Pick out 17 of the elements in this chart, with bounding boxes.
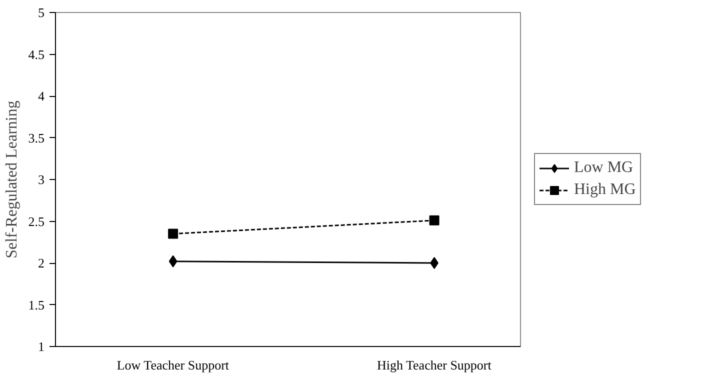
y-tick-label: 2.5 <box>28 214 44 229</box>
y-tick-label: 2 <box>38 256 44 270</box>
y-tick-label: 5 <box>38 5 44 20</box>
legend-label: High MG <box>574 181 636 199</box>
y-tick-label: 1 <box>38 339 44 354</box>
y-tick-label: 3.5 <box>28 130 44 146</box>
y-axis-title: Self-Regulated Learning <box>3 100 20 258</box>
y-tick-label: 3 <box>38 172 44 187</box>
legend-label: Low MG <box>574 159 634 177</box>
y-tick-label: 4 <box>38 88 45 104</box>
point <box>168 255 178 268</box>
y-tick-label: 1.5 <box>28 297 44 312</box>
x-tick-label: High Teacher Support <box>376 358 492 372</box>
point <box>429 215 440 226</box>
x-tick-label: Low Teacher Support <box>116 358 230 372</box>
y-tick-label: 4.5 <box>28 46 44 62</box>
point <box>168 228 178 239</box>
